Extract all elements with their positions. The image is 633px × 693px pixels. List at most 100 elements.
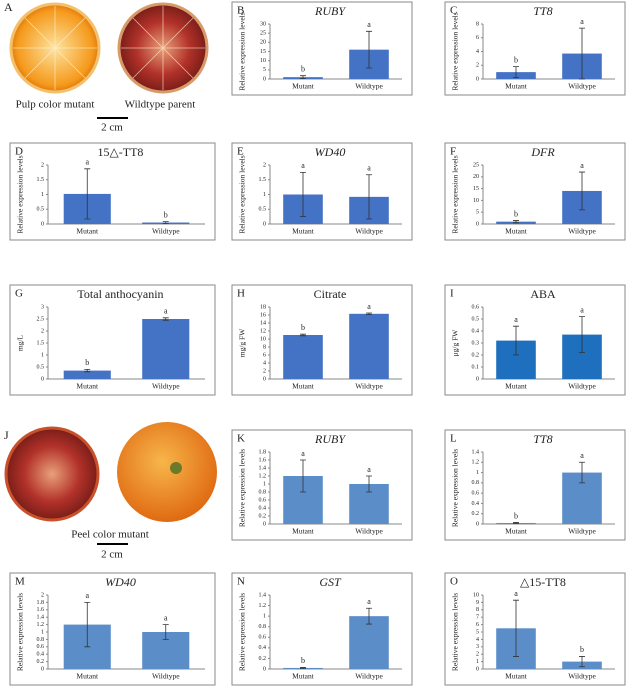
x-tick-label: Mutant <box>76 227 99 236</box>
error-bar <box>579 27 585 80</box>
panel-border <box>231 142 413 241</box>
y-tick-label: 25 <box>473 162 479 168</box>
x-tick-label: Mutant <box>76 672 99 681</box>
y-tick-label: 1.4 <box>259 592 267 598</box>
y-tick-label: 2 <box>41 592 44 598</box>
segments <box>13 6 205 90</box>
y-tick-label: 4 <box>476 637 479 643</box>
y-axis-label: Relative expression levels <box>451 449 460 527</box>
panel-border <box>9 572 216 686</box>
significance-label: a <box>164 613 168 622</box>
bar <box>142 319 190 379</box>
x-tick-label: Mutant <box>505 527 528 536</box>
y-tick-label: 0 <box>476 76 479 82</box>
significance-label: a <box>367 302 371 311</box>
panel-letter: D <box>15 146 23 158</box>
significance-label: b <box>301 656 305 665</box>
y-axis-label: mg/L <box>16 334 25 351</box>
x-tick-label: Wildtype <box>355 82 383 91</box>
y-tick-label: 0.6 <box>259 497 267 503</box>
x-tick-label: Wildtype <box>355 527 383 536</box>
error-bar <box>162 624 169 640</box>
panel-letter: J <box>4 428 9 442</box>
y-tick-label: 2 <box>476 63 479 69</box>
y-tick-label: 10 <box>260 336 266 342</box>
y-tick-label: 1.5 <box>259 177 267 183</box>
bar <box>349 313 389 379</box>
x-tick-label: Wildtype <box>568 382 596 391</box>
y-tick-label: 7 <box>476 615 479 621</box>
y-tick-label: 0.8 <box>472 480 480 486</box>
y-axis-label: mg/g FW <box>238 328 247 357</box>
y-tick-label: 0 <box>263 666 266 672</box>
chart-title: WD40 <box>105 575 136 589</box>
panel-letter: C <box>450 5 457 17</box>
x-tick-label: Mutant <box>292 382 315 391</box>
x-tick-label: Wildtype <box>152 227 180 236</box>
y-tick-label: 0.5 <box>259 207 267 213</box>
error-bar <box>84 602 91 648</box>
y-tick-label: 0 <box>476 666 479 672</box>
error-bar <box>579 461 585 484</box>
significance-label: a <box>580 451 584 460</box>
error-bar <box>366 607 372 625</box>
y-tick-label: 15 <box>473 186 479 192</box>
y-axis-label: Relative expression levels <box>451 155 460 233</box>
y-tick-label: 1 <box>263 481 266 487</box>
y-tick-label: 18 <box>260 304 266 310</box>
error-bar <box>162 317 169 321</box>
photo-label: Peel color mutant <box>71 529 149 541</box>
y-tick-label: 0.8 <box>37 637 45 643</box>
panel-border <box>444 1 626 96</box>
bar <box>63 370 111 379</box>
y-tick-label: 0 <box>263 221 266 227</box>
panel-letter: M <box>15 576 25 588</box>
chart-title: RUBY <box>314 4 346 18</box>
y-tick-label: 1.2 <box>472 460 480 466</box>
y-tick-label: 1.8 <box>259 449 267 455</box>
y-tick-label: 0 <box>41 376 44 382</box>
significance-label: a <box>301 449 305 458</box>
x-tick-label: Wildtype <box>355 672 383 681</box>
significance-label: b <box>164 210 168 219</box>
photo-label: Pulp color mutant <box>16 99 95 111</box>
y-tick-label: 5 <box>476 629 479 635</box>
y-axis-label: Relative expression levels <box>238 593 247 671</box>
y-tick-label: 0.5 <box>37 364 45 370</box>
error-bar <box>513 599 519 657</box>
y-axis-label: μg/g FW <box>451 329 460 357</box>
panel-border <box>9 142 216 241</box>
significance-label: a <box>85 158 89 167</box>
y-tick-label: 1.2 <box>37 622 45 628</box>
y-tick-label: 2 <box>263 368 266 374</box>
chart-title: Citrate <box>314 287 347 301</box>
x-tick-label: Mutant <box>76 382 99 391</box>
panel-letter: H <box>237 288 245 300</box>
y-tick-label: 16 <box>260 312 266 318</box>
y-tick-label: 10 <box>260 58 266 64</box>
error-bar <box>300 75 306 80</box>
y-tick-label: 0.8 <box>259 624 267 630</box>
error-bar <box>579 316 585 353</box>
y-tick-label: 0.6 <box>259 635 267 641</box>
chart-title: DFR <box>530 145 555 159</box>
panel-border <box>444 142 626 241</box>
error-bar <box>366 312 372 315</box>
panel-letter: N <box>237 576 245 588</box>
y-tick-label: 0.8 <box>259 489 267 495</box>
y-axis-label: Relative expression levels <box>238 12 247 90</box>
y-axis-label: Relative expression levels <box>238 155 247 233</box>
y-tick-label: 15 <box>260 49 266 55</box>
x-tick-label: Wildtype <box>568 227 596 236</box>
chart-title: RUBY <box>314 432 346 446</box>
significance-label: a <box>301 161 305 170</box>
chart-title: Total anthocyanin <box>77 287 163 301</box>
scale-label: 2 cm <box>101 122 123 134</box>
fruit-photo <box>4 426 100 522</box>
x-tick-label: Mutant <box>292 227 315 236</box>
panel-letter: E <box>237 146 244 158</box>
x-tick-label: Wildtype <box>152 382 180 391</box>
y-tick-label: 1.4 <box>259 465 267 471</box>
y-tick-label: 25 <box>260 31 266 37</box>
